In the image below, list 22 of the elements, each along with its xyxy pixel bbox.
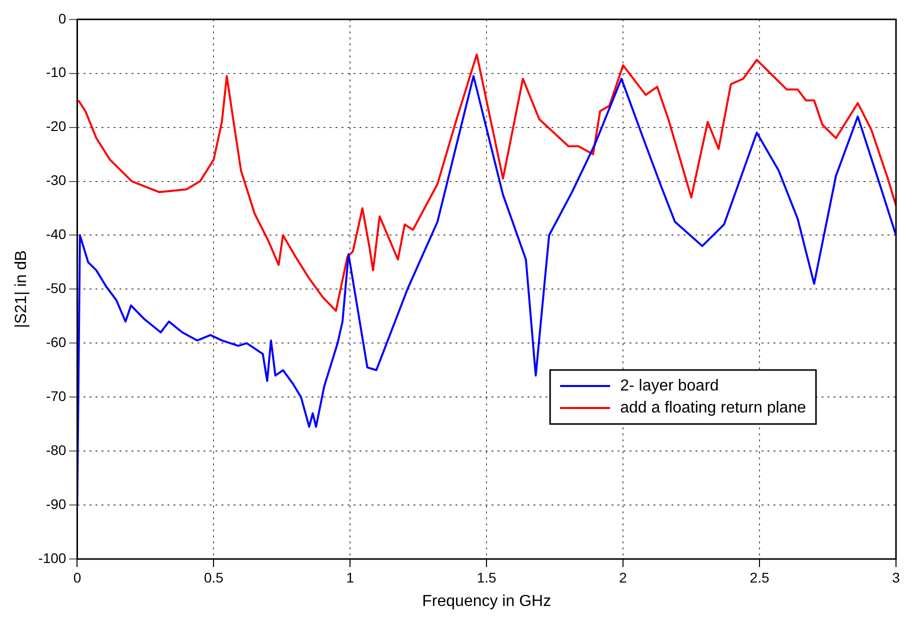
x-tick-label: 3 — [892, 569, 900, 586]
x-tick-label: 1.5 — [476, 569, 497, 586]
y-tick-label: -90 — [46, 496, 66, 512]
legend-label: 2- layer board — [620, 377, 719, 394]
y-tick-label: 0 — [58, 10, 66, 26]
y-tick-label: -30 — [46, 172, 66, 188]
y-tick-label: -70 — [46, 388, 66, 404]
y-tick-label: -50 — [46, 280, 66, 296]
y-axis-title: |S21| in dB — [13, 250, 30, 328]
y-tick-label: -80 — [46, 442, 66, 458]
x-axis-title: Frequency in GHz — [422, 592, 552, 610]
x-tick-label: 2.5 — [750, 569, 770, 586]
y-tick-label: -40 — [46, 226, 66, 242]
x-tick-label: 0.5 — [204, 569, 224, 586]
x-tick-label: 1 — [346, 569, 354, 586]
y-tick-label: -10 — [46, 64, 66, 80]
x-tick-label: 0 — [73, 569, 82, 586]
x-tick-label: 2 — [619, 569, 628, 586]
legend-label: add a floating return plane — [620, 399, 806, 416]
y-tick-label: -60 — [46, 334, 66, 350]
y-tick-label: -100 — [38, 550, 66, 566]
y-tick-label: -20 — [46, 118, 66, 134]
